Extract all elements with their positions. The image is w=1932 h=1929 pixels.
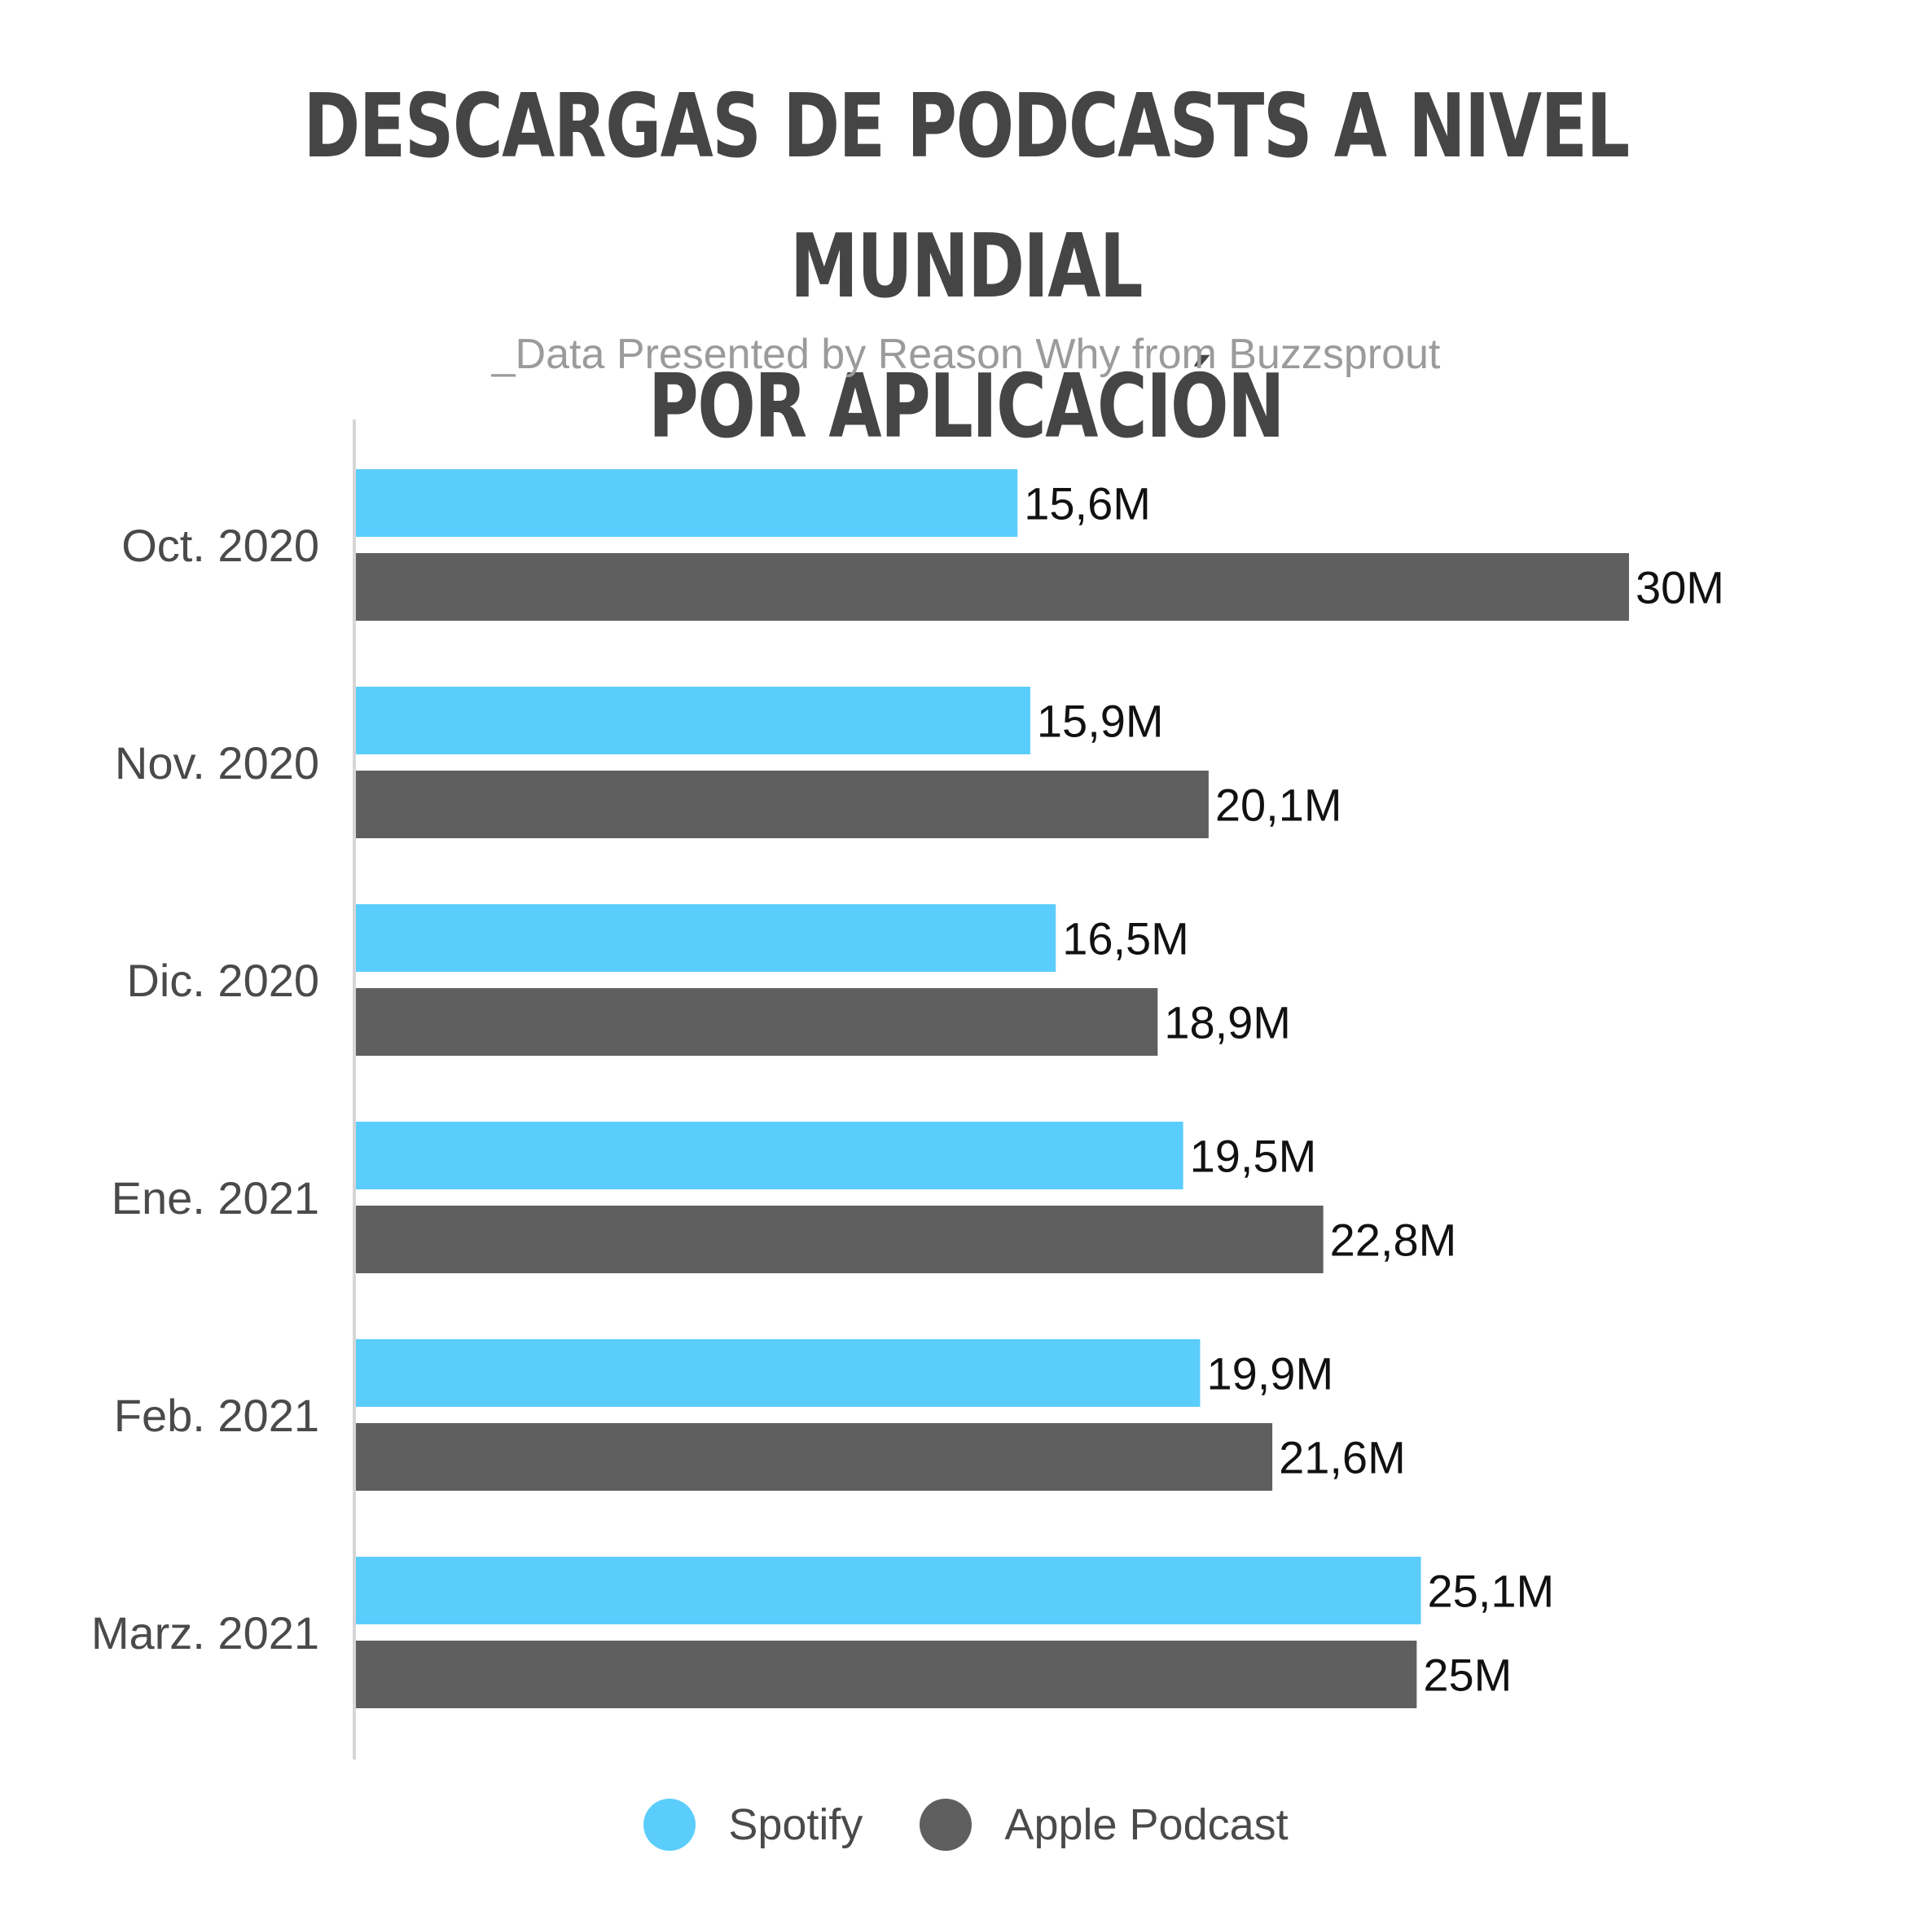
legend-label-apple-podcast: Apple Podcast	[1004, 1800, 1289, 1849]
category-label-3: Ene. 2021	[112, 1172, 319, 1224]
chart-legend: Spotify Apple Podcast	[0, 1799, 1932, 1851]
bar-apple-podcast-2	[355, 988, 1158, 1056]
chart-title-line-2: POR APLICACIÓN	[648, 356, 1285, 458]
data-label-apple-podcast-2: 18,9M	[1164, 997, 1291, 1048]
chart-title: DESCARGAS DE PODCASTS A NIVEL MUNDIAL PO…	[213, 57, 1719, 477]
data-label-spotify-0: 15,6M	[1024, 478, 1151, 529]
data-label-spotify-2: 16,5M	[1062, 913, 1189, 964]
category-label-4: Feb. 2021	[114, 1390, 319, 1441]
legend-item-spotify: Spotify	[643, 1799, 863, 1851]
data-label-apple-podcast-4: 21,6M	[1279, 1432, 1406, 1483]
bar-apple-podcast-1	[355, 771, 1209, 838]
category-label-1: Nov. 2020	[115, 737, 319, 789]
chart-title-line-1: DESCARGAS DE PODCASTS A NIVEL MUNDIAL	[303, 76, 1630, 318]
data-label-spotify-4: 19,9M	[1206, 1348, 1333, 1400]
data-label-spotify-5: 25,1M	[1428, 1566, 1555, 1617]
category-label-2: Dic. 2020	[126, 955, 319, 1006]
data-label-spotify-1: 15,9M	[1037, 696, 1164, 747]
chart-subtitle: _Data Presented by Reason Why from Buzzs…	[491, 331, 1441, 378]
bar-spotify-2	[355, 904, 1056, 972]
data-label-spotify-3: 19,5M	[1190, 1131, 1317, 1182]
data-label-apple-podcast-1: 20,1M	[1215, 780, 1342, 831]
category-label-0: Oct. 2020	[121, 520, 319, 571]
bar-spotify-5	[355, 1557, 1421, 1624]
bar-spotify-1	[355, 687, 1030, 754]
category-label-5: Marz. 2021	[91, 1607, 319, 1659]
bar-apple-podcast-5	[355, 1641, 1417, 1708]
data-label-apple-podcast-3: 22,8M	[1330, 1215, 1457, 1266]
bar-spotify-4	[355, 1339, 1201, 1407]
legend-item-apple-podcast: Apple Podcast	[920, 1799, 1289, 1851]
data-label-apple-podcast-5: 25M	[1423, 1650, 1512, 1701]
bar-apple-podcast-0	[355, 553, 1629, 621]
bar-spotify-3	[355, 1122, 1183, 1189]
bar-spotify-0	[355, 469, 1018, 537]
data-label-apple-podcast-0: 30M	[1636, 562, 1724, 613]
bar-apple-podcast-4	[355, 1423, 1273, 1491]
legend-label-spotify: Spotify	[728, 1800, 863, 1849]
legend-swatch-spotify	[643, 1799, 696, 1851]
bar-apple-podcast-3	[355, 1206, 1324, 1273]
legend-swatch-apple-podcast	[920, 1799, 973, 1851]
